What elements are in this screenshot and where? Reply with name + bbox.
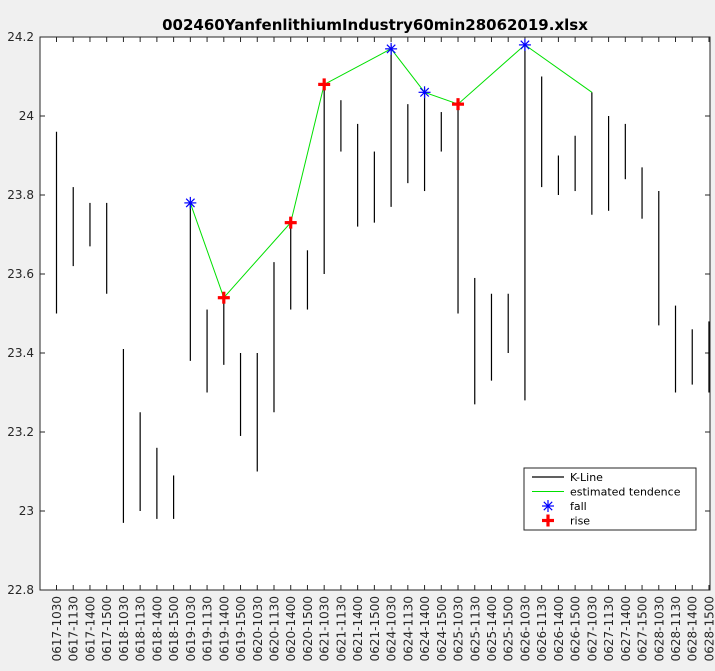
- y-tick-label: 23.6: [7, 267, 34, 281]
- x-tick-label: 0625-1030: [452, 596, 466, 661]
- x-tick-label: 0619-1130: [201, 596, 215, 661]
- x-tick-label: 0624-1030: [385, 596, 399, 661]
- y-tick-label: 24: [19, 109, 34, 123]
- x-tick-label: 0620-1500: [301, 596, 315, 661]
- y-tick-label: 24.2: [7, 30, 34, 44]
- x-tick-label: 0626-1130: [535, 596, 549, 661]
- rise-marker: [318, 78, 331, 91]
- x-tick-label: 0626-1500: [569, 596, 583, 661]
- asterisk-stroke: [419, 87, 430, 97]
- x-tick-label: 0621-1130: [334, 596, 348, 661]
- asterisk-stroke: [185, 198, 195, 208]
- y-tick-label: 23.4: [7, 346, 34, 360]
- y-axis: 22.8 23 23.2 23.4 23.6 23.8 24 24.2: [7, 30, 710, 597]
- rise-marker: [217, 291, 230, 304]
- rise-marker: [452, 98, 465, 111]
- x-tick-label: 0621-1500: [368, 596, 382, 661]
- x-tick-label: 0619-1400: [217, 596, 231, 661]
- x-tick-label: 0620-1030: [251, 596, 265, 661]
- x-tick-label: 0627-1500: [636, 596, 650, 661]
- asterisk-stroke: [520, 40, 530, 50]
- x-tick-label: 0618-1030: [117, 596, 131, 661]
- x-tick-label: 0628-1030: [652, 596, 666, 661]
- x-tick-label: 0626-1030: [518, 596, 532, 661]
- rise-marker: [284, 216, 297, 229]
- x-tick-label: 0621-1030: [318, 596, 332, 661]
- asterisk-stroke: [386, 44, 396, 54]
- kline-series: [55, 44, 710, 523]
- fall-marker: [418, 86, 431, 99]
- x-tick-label: 0624-1130: [401, 596, 415, 661]
- y-tick-label: 22.8: [7, 583, 34, 597]
- x-tick-label: 0617-1500: [100, 596, 114, 661]
- x-tick-label: 0618-1130: [134, 596, 148, 661]
- x-tick-label: 0625-1130: [468, 596, 482, 661]
- x-tick-label: 0628-1130: [669, 596, 683, 661]
- legend-label: rise: [570, 515, 590, 528]
- y-tick-label: 23.8: [7, 188, 34, 202]
- x-tick-label: 0627-1400: [619, 596, 633, 661]
- x-tick-label: 0619-1030: [184, 596, 198, 661]
- y-tick-label: 23: [19, 504, 34, 518]
- x-tick-label: 0626-1400: [552, 596, 566, 661]
- legend-label: estimated tendence: [570, 486, 681, 499]
- x-tick-label: 0618-1400: [150, 596, 164, 661]
- x-tick-label: 0628-1400: [686, 596, 700, 661]
- x-tick-label: 0618-1500: [167, 596, 181, 661]
- x-tick-label: 0620-1400: [284, 596, 298, 661]
- legend-swatch-fall: [542, 500, 554, 512]
- x-tick-label: 0625-1500: [502, 596, 516, 661]
- x-tick-label: 0619-1500: [234, 596, 248, 661]
- x-tick-label: 0628-1500: [702, 596, 715, 661]
- x-tick-label: 0624-1400: [418, 596, 432, 661]
- fall-marker: [518, 38, 531, 51]
- x-tick-label: 0627-1030: [585, 596, 599, 661]
- x-tick-label: 0620-1130: [267, 596, 281, 661]
- legend-swatch-rise: [542, 514, 554, 527]
- x-tick-label: 0617-1130: [67, 596, 81, 661]
- x-tick-label: 0627-1130: [602, 596, 616, 661]
- x-tick-label: 0617-1400: [83, 596, 97, 661]
- x-tick-label: 0624-1500: [435, 596, 449, 661]
- x-tick-label: 0617-1030: [50, 596, 64, 661]
- rise-markers: [217, 78, 465, 304]
- y-tick-label: 23.2: [7, 425, 34, 439]
- asterisk-stroke: [543, 501, 553, 511]
- legend-label: fall: [570, 500, 587, 513]
- fall-marker: [385, 42, 398, 55]
- x-tick-label: 0621-1400: [351, 596, 365, 661]
- chart-title: 002460YanfenlithiumIndustry60min28062019…: [162, 16, 588, 34]
- legend-label: K-Line: [570, 471, 603, 484]
- fall-markers: [184, 38, 531, 209]
- fall-marker: [184, 196, 197, 209]
- x-tick-label: 0625-1400: [485, 596, 499, 661]
